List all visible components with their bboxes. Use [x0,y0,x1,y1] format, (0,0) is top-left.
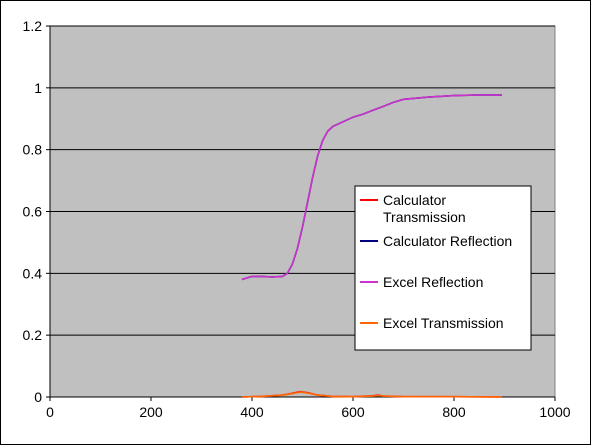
y-tick-label-1: 0.2 [23,327,43,343]
tick-labels: 0 0.2 0.4 0.6 0.8 1 1.2 0 200 400 600 800 1000 [23,18,571,420]
legend-box [354,185,532,351]
y-tick-label-3: 0.6 [23,204,43,220]
x-tick-label-3: 600 [341,404,365,420]
y-tick-label-5: 1 [34,80,42,96]
x-tick-label-2: 400 [240,404,264,420]
legend-label-3: Excel Transmission [383,315,504,331]
legend-label-line: Transmission [383,209,466,225]
series-line-excel-transmission [241,391,503,398]
x-tick-label-0: 0 [46,404,54,420]
y-tick-label-0: 0 [34,389,42,405]
legend-label-line: Calculator [383,192,446,208]
legend: Calculator Transmission Calculator Reflect… [354,185,532,351]
y-tick-label-6: 1.2 [23,18,43,34]
legend-label-line: Calculator Reflection [383,233,512,249]
legend-label-1: Calculator Reflection [383,233,512,249]
x-tick-label-5: 1000 [539,404,570,420]
series-lines [241,94,503,398]
x-tick-label-1: 200 [139,404,163,420]
legend-entries: Calculator Transmission Calculator Reflect… [360,192,512,331]
legend-label-0: Calculator Transmission [383,192,466,225]
y-tick-label-2: 0.4 [23,265,43,281]
legend-label-2: Excel Reflection [383,274,483,290]
legend-label-line: Excel Transmission [383,315,504,331]
legend-label-line: Excel Reflection [383,274,483,290]
series-line-excel-reflection [241,94,502,281]
y-tick-label-4: 0.8 [23,142,43,158]
x-tick-label-4: 800 [442,404,466,420]
